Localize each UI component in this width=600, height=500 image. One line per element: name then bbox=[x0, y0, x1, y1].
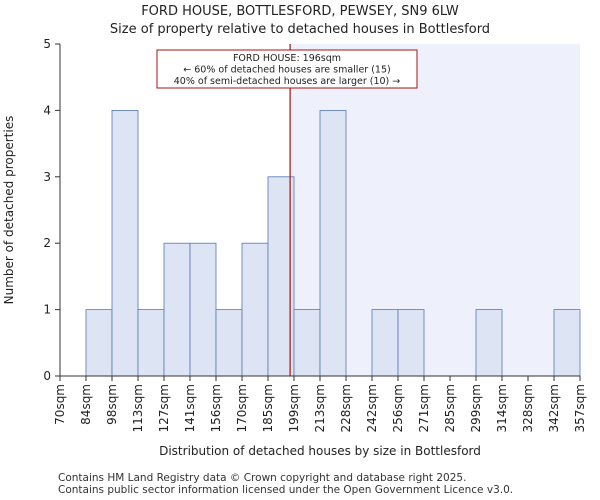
x-tick-label: 328sqm bbox=[521, 384, 535, 432]
x-tick-label: 213sqm bbox=[313, 384, 327, 432]
x-tick-label: 185sqm bbox=[261, 384, 275, 432]
bar bbox=[189, 242, 217, 377]
bar bbox=[111, 110, 139, 377]
y-tick-label: 3 bbox=[43, 170, 51, 184]
bar bbox=[241, 242, 269, 377]
footer-copyright: Contains HM Land Registry data © Crown c… bbox=[58, 472, 467, 484]
x-tick-label: 127sqm bbox=[157, 384, 171, 432]
x-tick-label: 342sqm bbox=[547, 384, 561, 432]
bar bbox=[319, 110, 347, 377]
x-tick-label: 357sqm bbox=[573, 384, 587, 432]
x-tick-label: 199sqm bbox=[287, 384, 301, 432]
annotation-box bbox=[156, 49, 418, 89]
x-tick-label: 113sqm bbox=[131, 384, 145, 432]
annotation-smaller: ← 60% of detached houses are smaller (15… bbox=[183, 65, 390, 76]
bar bbox=[215, 309, 243, 377]
x-tick-label: 314sqm bbox=[495, 384, 509, 432]
x-axis-label: Distribution of detached houses by size … bbox=[159, 444, 481, 458]
y-tick-label: 2 bbox=[43, 236, 51, 250]
bar bbox=[293, 309, 321, 377]
y-axis-label: Number of detached properties bbox=[2, 116, 16, 305]
x-tick-label: 271sqm bbox=[417, 384, 431, 432]
x-tick-label: 156sqm bbox=[209, 384, 223, 432]
y-tick-label: 0 bbox=[43, 369, 51, 383]
y-tick-label: 1 bbox=[43, 303, 51, 317]
x-tick-label: 141sqm bbox=[183, 384, 197, 432]
bar bbox=[397, 309, 425, 377]
x-tick-label: 299sqm bbox=[469, 384, 483, 432]
x-tick-label: 70sqm bbox=[53, 384, 67, 425]
bar bbox=[85, 309, 113, 377]
bar bbox=[137, 309, 165, 377]
y-tick-label: 5 bbox=[43, 37, 51, 51]
chart-subtitle: Size of property relative to detached ho… bbox=[109, 22, 491, 37]
x-tick-label: 242sqm bbox=[365, 384, 379, 432]
x-tick-label: 170sqm bbox=[235, 384, 249, 432]
x-tick-label: 228sqm bbox=[339, 384, 353, 432]
bar bbox=[163, 242, 191, 377]
x-tick-label: 285sqm bbox=[443, 384, 457, 432]
x-tick-label: 98sqm bbox=[105, 384, 119, 425]
footer-licence: Contains public sector information licen… bbox=[58, 484, 514, 496]
x-tick-label: 256sqm bbox=[391, 384, 405, 432]
x-tick-label: 84sqm bbox=[79, 384, 93, 425]
y-tick-label: 4 bbox=[43, 103, 51, 117]
bar bbox=[475, 309, 503, 377]
bar bbox=[371, 309, 399, 377]
chart-title: FORD HOUSE, BOTTLESFORD, PEWSEY, SN9 6LW bbox=[141, 4, 459, 19]
bar bbox=[553, 309, 581, 377]
annotation-larger: 40% of semi-detached houses are larger (… bbox=[174, 76, 401, 87]
annotation-title: FORD HOUSE: 196sqm bbox=[233, 53, 341, 64]
